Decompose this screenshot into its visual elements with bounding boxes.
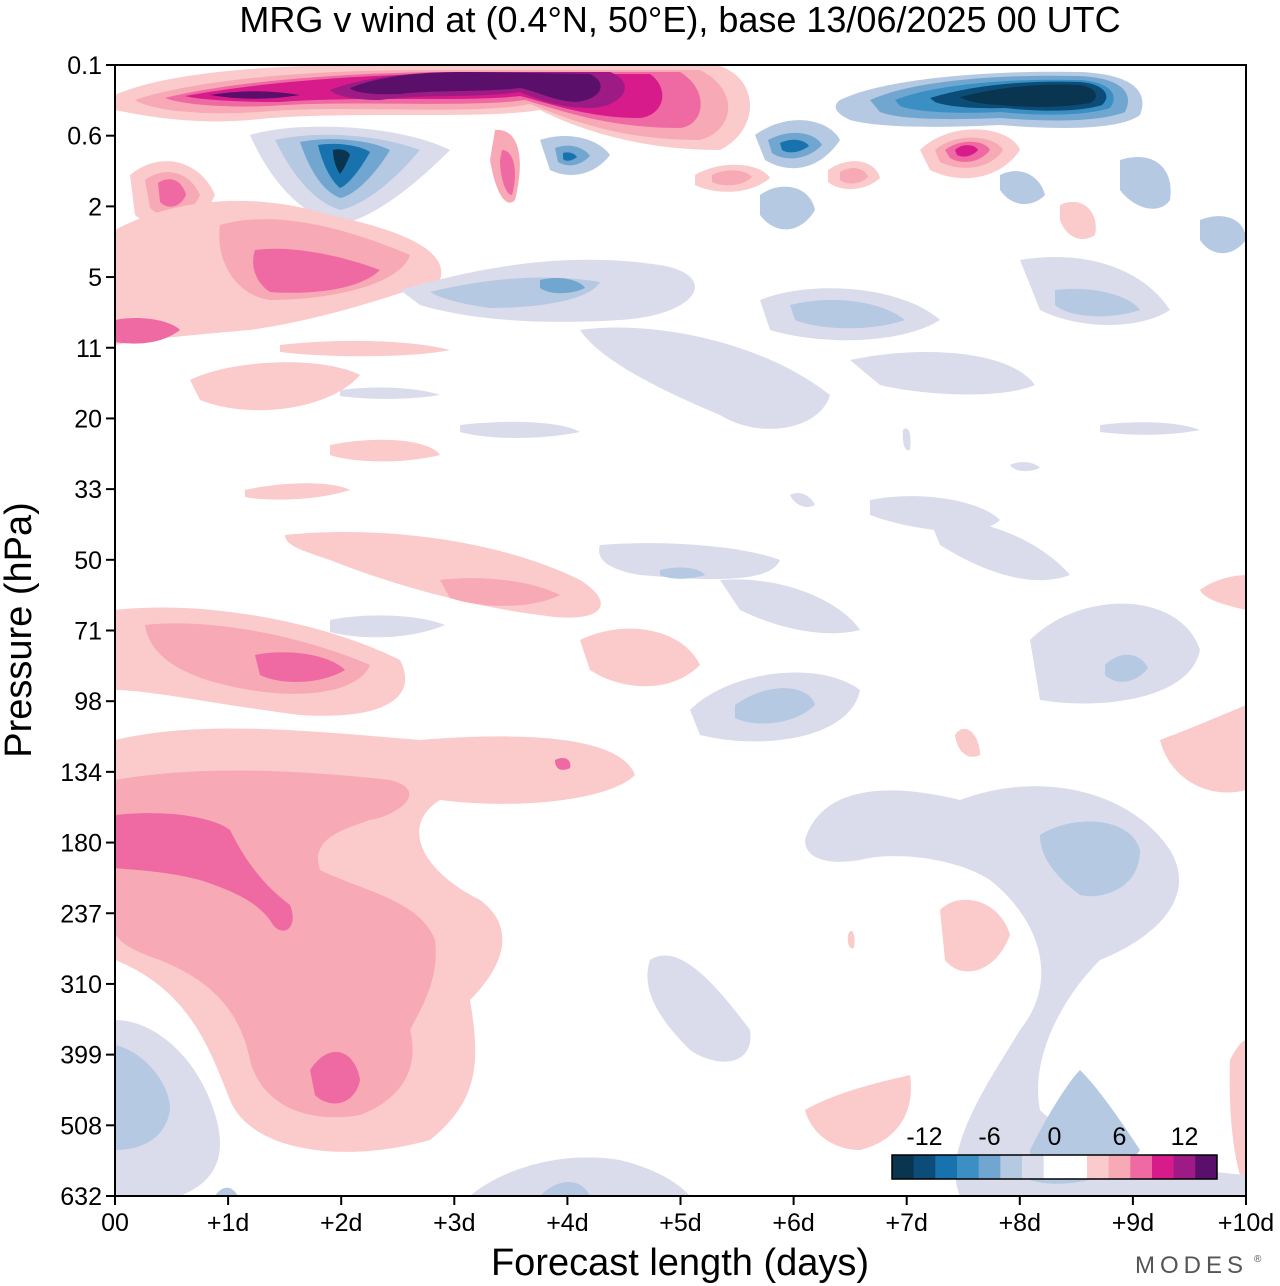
colorbar-swatch <box>1043 1155 1066 1179</box>
colorbar-swatch <box>935 1155 958 1179</box>
plot-area <box>115 65 1246 1196</box>
y-tick-label: 50 <box>74 547 102 575</box>
x-tick-label: +9d <box>1112 1209 1154 1237</box>
registered-mark: ® <box>1254 1254 1262 1265</box>
x-tick-label: +3d <box>433 1209 475 1237</box>
colorbar-labels: -12 -6 0 6 12 <box>906 1123 1198 1151</box>
x-tick-label: +4d <box>546 1209 588 1237</box>
y-tick-label: 2 <box>88 193 102 221</box>
y-tick-label: 399 <box>60 1042 102 1070</box>
x-tick-label: +5d <box>659 1209 701 1237</box>
colorbar <box>891 1154 1218 1180</box>
colorbar-frame <box>891 1154 1218 1180</box>
contour-mid-strat <box>115 200 1200 462</box>
x-tick-label: +8d <box>999 1209 1041 1237</box>
colorbar-swatch <box>978 1155 1001 1179</box>
colorbar-tick-label: -12 <box>906 1123 942 1151</box>
chart-title: MRG v wind at (0.4°N, 50°E), base 13/06/… <box>239 0 1120 40</box>
x-tick-label: +2d <box>320 1209 362 1237</box>
modes-brand: MODES ® <box>1135 1252 1262 1279</box>
y-tick-label: 98 <box>74 688 102 716</box>
colorbar-tick-label: 0 <box>1048 1123 1062 1151</box>
colorbar-swatch <box>1173 1155 1196 1179</box>
y-tick-label: 20 <box>74 405 102 433</box>
colorbar-swatch <box>1022 1155 1045 1179</box>
y-tick-label: 310 <box>60 971 102 999</box>
y-tick-label: 134 <box>60 759 102 787</box>
colorbar-swatch <box>957 1155 980 1179</box>
contour-upper-negative <box>835 71 1143 128</box>
contour-low-strat <box>115 483 1246 742</box>
colorbar-swatch <box>1108 1155 1131 1179</box>
x-tick-label: +7d <box>885 1209 927 1237</box>
y-tick-label: 33 <box>74 476 102 504</box>
x-tick-label: +1d <box>207 1209 249 1237</box>
y-tick-label: 180 <box>60 830 102 858</box>
x-tick-label: 00 <box>101 1209 129 1237</box>
y-tick-label: 508 <box>60 1112 102 1140</box>
y-tick-label: 237 <box>60 900 102 928</box>
modes-brand-text: MODES <box>1135 1252 1248 1279</box>
colorbar-swatch <box>1152 1155 1175 1179</box>
colorbar-tick-label: 12 <box>1171 1123 1199 1151</box>
colorbar-swatch <box>1065 1155 1088 1179</box>
y-tick-label: 0.6 <box>67 123 102 151</box>
y-tick-label: 0.1 <box>67 52 102 80</box>
colorbar-swatch <box>892 1155 915 1179</box>
colorbar-swatch <box>1130 1155 1153 1179</box>
colorbar-swatch <box>1195 1155 1218 1179</box>
contour-upper-cells <box>130 120 1246 254</box>
y-tick-label: 11 <box>76 335 102 363</box>
x-tick-label: +6d <box>772 1209 814 1237</box>
x-axis: 00 +1d +2d +3d +4d +5d +6d +7d +8d +9d +10d <box>101 1196 1274 1237</box>
colorbar-tick-label: 6 <box>1113 1123 1127 1151</box>
y-tick-label: 632 <box>60 1183 102 1211</box>
y-tick-label: 71 <box>74 618 102 646</box>
contour-trop-positive <box>115 705 1246 1190</box>
x-tick-label: +10d <box>1218 1209 1274 1237</box>
x-axis-label: Forecast length (days) <box>491 1242 869 1284</box>
colorbar-swatch <box>1087 1155 1110 1179</box>
y-tick-label: 5 <box>88 264 102 292</box>
y-axis-label: Pressure (hPa) <box>0 502 40 758</box>
colorbar-tick-label: -6 <box>978 1123 1000 1151</box>
colorbar-swatch <box>913 1155 936 1179</box>
y-axis: 0.1 0.6 2 5 11 20 33 50 71 98 134 180 237 310 399 508 63… <box>60 52 115 1211</box>
contour-upper-positive <box>115 65 750 203</box>
colorbar-swatch <box>1000 1155 1023 1179</box>
